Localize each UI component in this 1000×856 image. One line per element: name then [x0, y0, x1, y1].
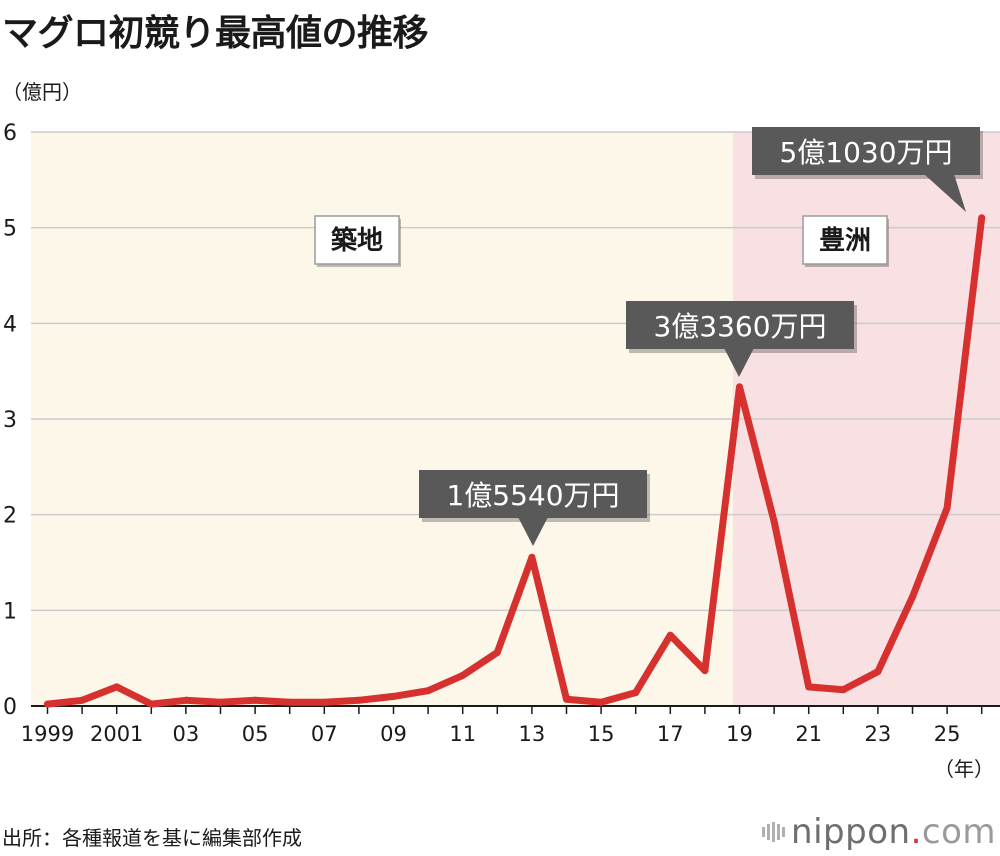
- y-tick-label: 4: [3, 312, 17, 337]
- y-tick-label: 5: [3, 217, 17, 242]
- data-point: [424, 687, 432, 695]
- data-point: [632, 689, 640, 697]
- data-point: [459, 671, 467, 679]
- callout-box: [752, 127, 980, 175]
- x-tick-label: 17: [657, 722, 684, 746]
- data-point: [528, 553, 536, 561]
- data-point: [113, 683, 121, 691]
- callout-box: [419, 470, 647, 518]
- x-axis-unit-label: （年）: [934, 757, 994, 781]
- x-tick-label: 15: [588, 722, 615, 746]
- region-label-box: [802, 215, 888, 265]
- data-point: [44, 700, 51, 708]
- x-tick-label: 19: [726, 722, 753, 746]
- data-point: [666, 631, 674, 639]
- region-label-text: 豊洲: [819, 226, 871, 256]
- x-tick-label: 21: [795, 722, 822, 746]
- x-tick-label: 11: [449, 722, 476, 746]
- series-line: [44, 214, 986, 708]
- x-tick-label: 25: [934, 722, 961, 746]
- callout-label: 1億5540万円: [446, 479, 619, 512]
- data-point: [943, 504, 951, 512]
- region-label-tsukiji: 築地: [314, 215, 401, 267]
- data-point: [390, 692, 397, 700]
- y-tick-label: 6: [3, 121, 17, 146]
- x-tick-label: 2001: [90, 722, 143, 746]
- data-point: [493, 648, 501, 656]
- source-note: 出所：各種報道を基に編集部作成: [2, 826, 302, 850]
- x-tick-label: 23: [865, 722, 892, 746]
- data-point: [182, 696, 190, 704]
- x-tick-label: 1999: [21, 722, 74, 746]
- y-tick-label: 2: [3, 504, 17, 529]
- x-tick-label: 05: [242, 722, 269, 746]
- chart-title: マグロ初競り最高値の推移: [2, 13, 429, 54]
- region-label-box: [314, 215, 400, 265]
- brand-name: nippon: [791, 812, 911, 852]
- data-point: [701, 667, 709, 675]
- region-label-text: 築地: [330, 225, 383, 256]
- data-point: [78, 696, 86, 704]
- callout-0: 1億5540万円: [419, 470, 650, 546]
- data-point: [597, 698, 605, 706]
- tally-marks-icon: [762, 822, 786, 842]
- nippon-com-logo: nippon.com: [761, 812, 996, 852]
- callout-2: 5億1030万円: [752, 127, 983, 212]
- data-point: [839, 686, 847, 694]
- y-tick-label: 0: [3, 695, 17, 720]
- data-point: [770, 517, 778, 525]
- callout-box: [626, 301, 854, 349]
- data-point: [147, 700, 155, 708]
- brand-dot: .: [910, 812, 922, 852]
- callout-1: 3億3360万円: [626, 301, 857, 377]
- data-point: [563, 695, 570, 703]
- data-point: [286, 698, 294, 706]
- data-point: [805, 683, 813, 691]
- x-tick-label: 09: [380, 722, 407, 746]
- callout-label: 3億3360万円: [653, 310, 826, 343]
- data-point: [251, 696, 259, 704]
- callout-label: 5億1030万円: [779, 136, 952, 169]
- y-tick-label: 1: [3, 599, 17, 624]
- data-point: [874, 668, 882, 676]
- y-axis-unit-label: （億円）: [2, 80, 82, 104]
- data-point: [320, 698, 328, 706]
- callout-pointer: [518, 517, 548, 546]
- brand-tld: com: [921, 812, 996, 852]
- callout-pointer: [924, 174, 966, 212]
- x-tick-label: 07: [311, 722, 338, 746]
- region-label-toyosu: 豊洲: [802, 215, 889, 267]
- data-point: [909, 593, 916, 601]
- y-tick-label: 3: [3, 408, 17, 433]
- data-point: [736, 383, 743, 391]
- callout-pointer: [724, 348, 754, 377]
- x-tick-label: 03: [173, 722, 200, 746]
- data-point: [355, 696, 363, 704]
- data-point: [217, 698, 224, 706]
- x-tick-label: 13: [519, 722, 546, 746]
- data-point: [978, 214, 986, 222]
- brand-wordmark: nippon.com: [791, 812, 996, 852]
